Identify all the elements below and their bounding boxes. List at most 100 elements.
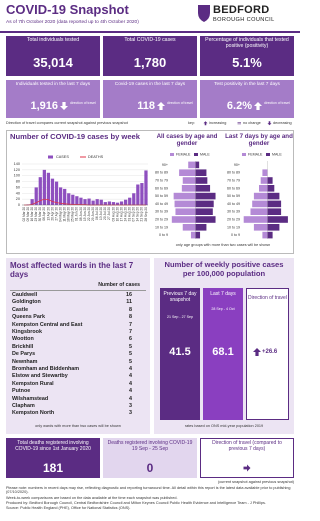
ward-count: 7 bbox=[129, 329, 132, 335]
ward-count: 8 bbox=[129, 314, 132, 321]
title: COVID-19 Snapshot bbox=[6, 2, 129, 17]
key-title: key: bbox=[188, 121, 195, 125]
ward-count: 5 bbox=[129, 343, 132, 350]
card-value: 1,916 bbox=[30, 100, 58, 112]
total-card bbox=[6, 36, 100, 76]
rate-card bbox=[203, 288, 243, 420]
card-value: 1,780 bbox=[133, 55, 167, 70]
ward-name: Goldington bbox=[12, 299, 41, 306]
deaths-card bbox=[6, 438, 100, 478]
rate-dates: 21 Sep - 27 Sep bbox=[167, 315, 193, 319]
key-item: decreasing bbox=[273, 121, 292, 125]
ward-name: Kempston Rural bbox=[12, 380, 54, 387]
ward-name: Clapham bbox=[12, 403, 35, 409]
card-value: 35,014 bbox=[33, 55, 73, 70]
chart-title: All cases by age and gender bbox=[156, 133, 218, 148]
card-value: 181 bbox=[42, 461, 64, 475]
table-note: only wards with more than two cases will… bbox=[35, 424, 121, 428]
section-title: Most affected wards in the last 7 days bbox=[10, 261, 134, 280]
ward-count: 4 bbox=[129, 380, 132, 387]
header-rule bbox=[0, 31, 300, 33]
table-header: Number of cases bbox=[98, 282, 140, 288]
ward-name: Kempston Central and East bbox=[12, 321, 83, 328]
footer-line: Week-to-week comparisons are based on th… bbox=[6, 495, 178, 500]
ward-count: 7 bbox=[129, 321, 132, 328]
ward-name: Bromham and Biddenham bbox=[12, 366, 80, 372]
snapshot: Please note: numbers in recent days may … bbox=[0, 2, 300, 512]
ward-name: Brickhill bbox=[12, 343, 34, 350]
card-note: direction of travel bbox=[264, 101, 290, 105]
card-label: Individuals tested in the last 7 days bbox=[15, 82, 91, 87]
ward-name: De Parys bbox=[12, 351, 36, 358]
card-value: 118 bbox=[137, 100, 155, 112]
rate-change: +26.6 bbox=[262, 349, 278, 355]
ward-count: 11 bbox=[126, 299, 132, 306]
wards-panel bbox=[6, 258, 150, 434]
section-title: Number of weekly positive cases per 100,… bbox=[164, 260, 284, 278]
rate-value: 68.1 bbox=[212, 346, 234, 358]
ward-name: Elstow and Stewartby bbox=[12, 373, 68, 380]
total-card bbox=[200, 36, 294, 76]
ward-name: Newnham bbox=[12, 358, 38, 365]
table-rule bbox=[10, 290, 146, 291]
ward-count: 8 bbox=[129, 306, 132, 313]
body: Please note: numbers in recent days may … bbox=[0, 2, 300, 512]
ward-count: 4 bbox=[129, 373, 132, 380]
rate-card bbox=[160, 288, 200, 420]
rate-label: Last 7 days bbox=[210, 291, 236, 297]
card-value: 6.2% bbox=[226, 100, 252, 112]
card-label: Percentage of individuals that tested po… bbox=[205, 37, 289, 49]
card-label: Direction of travel (compared to previou… bbox=[212, 440, 282, 452]
card-label: Test positivity in the last 7 days bbox=[214, 82, 280, 87]
chart-note: only age groups with more than two cases… bbox=[175, 243, 271, 247]
logo: BEDFORD bbox=[213, 4, 270, 16]
total-card bbox=[103, 36, 197, 76]
card-label: Deaths registered involving COVID-19 19 … bbox=[107, 440, 193, 452]
ward-name: Kempston North bbox=[12, 410, 55, 417]
footer-line: Please note: numbers in recent days may … bbox=[6, 486, 291, 495]
key-item: increasing bbox=[209, 121, 227, 125]
footer: Please note: numbers in recent days may … bbox=[6, 486, 294, 512]
ward-name: Wilshamstead bbox=[12, 395, 49, 402]
ward-name: Castle bbox=[12, 306, 29, 313]
rate-value: 41.5 bbox=[169, 346, 191, 358]
ward-count: 16 bbox=[126, 292, 132, 298]
ward-count: 4 bbox=[129, 366, 132, 372]
rates-note: rates based on ONS mid-year population 2… bbox=[184, 424, 264, 428]
card-value: 0 bbox=[146, 461, 154, 475]
ward-count: 3 bbox=[129, 410, 132, 417]
rate-dates: 28 Sep - 4 Oct bbox=[211, 307, 235, 311]
ward-name: Queens Park bbox=[12, 314, 45, 321]
card-value: 5.1% bbox=[232, 55, 262, 70]
footer-line: Produced by: Bedford Borough Council, Ce… bbox=[6, 501, 266, 506]
key-caption: Direction of travel compares current sna… bbox=[6, 121, 128, 125]
footer-line: Source: Public Health England (PHE), Off… bbox=[6, 506, 131, 511]
rate-label: Direction of travel bbox=[248, 295, 287, 301]
card-note: direction of travel bbox=[167, 101, 193, 105]
rate-label: Previous 7 day snapshot bbox=[163, 291, 197, 303]
last7-card bbox=[6, 80, 100, 118]
key-item: no change bbox=[243, 121, 261, 125]
chart-title: Number of COVID-19 cases by week bbox=[10, 132, 140, 141]
last7-card bbox=[103, 80, 197, 118]
ward-count: 5 bbox=[129, 351, 132, 358]
ward-name: Cauldwell bbox=[12, 292, 38, 298]
ward-count: 4 bbox=[129, 395, 132, 402]
card-label: Covid-19 cases in the last 7 days bbox=[114, 82, 186, 87]
ward-count: 6 bbox=[129, 336, 132, 343]
last7-card bbox=[200, 80, 294, 118]
ward-count: 4 bbox=[129, 388, 132, 395]
logo-sub: BOROUGH COUNCIL bbox=[213, 17, 275, 23]
deaths-note: (current snapshot against previous snaps… bbox=[218, 480, 294, 484]
card-label: Total individuals tested bbox=[26, 37, 80, 43]
card-label: Total COVID-19 cases bbox=[124, 37, 176, 43]
subtitle: As of 7th October 2020 (data reported up… bbox=[6, 20, 139, 25]
chart-title: Last 7 days by age and gender bbox=[225, 133, 293, 148]
chart-panel bbox=[6, 130, 294, 254]
deaths-card bbox=[103, 438, 197, 478]
ward-name: Putnoe bbox=[12, 388, 31, 395]
ward-count: 3 bbox=[129, 403, 132, 409]
card-label: Total deaths registered involving COVID-… bbox=[15, 440, 91, 452]
ward-name: Kingsbrook bbox=[12, 329, 42, 335]
